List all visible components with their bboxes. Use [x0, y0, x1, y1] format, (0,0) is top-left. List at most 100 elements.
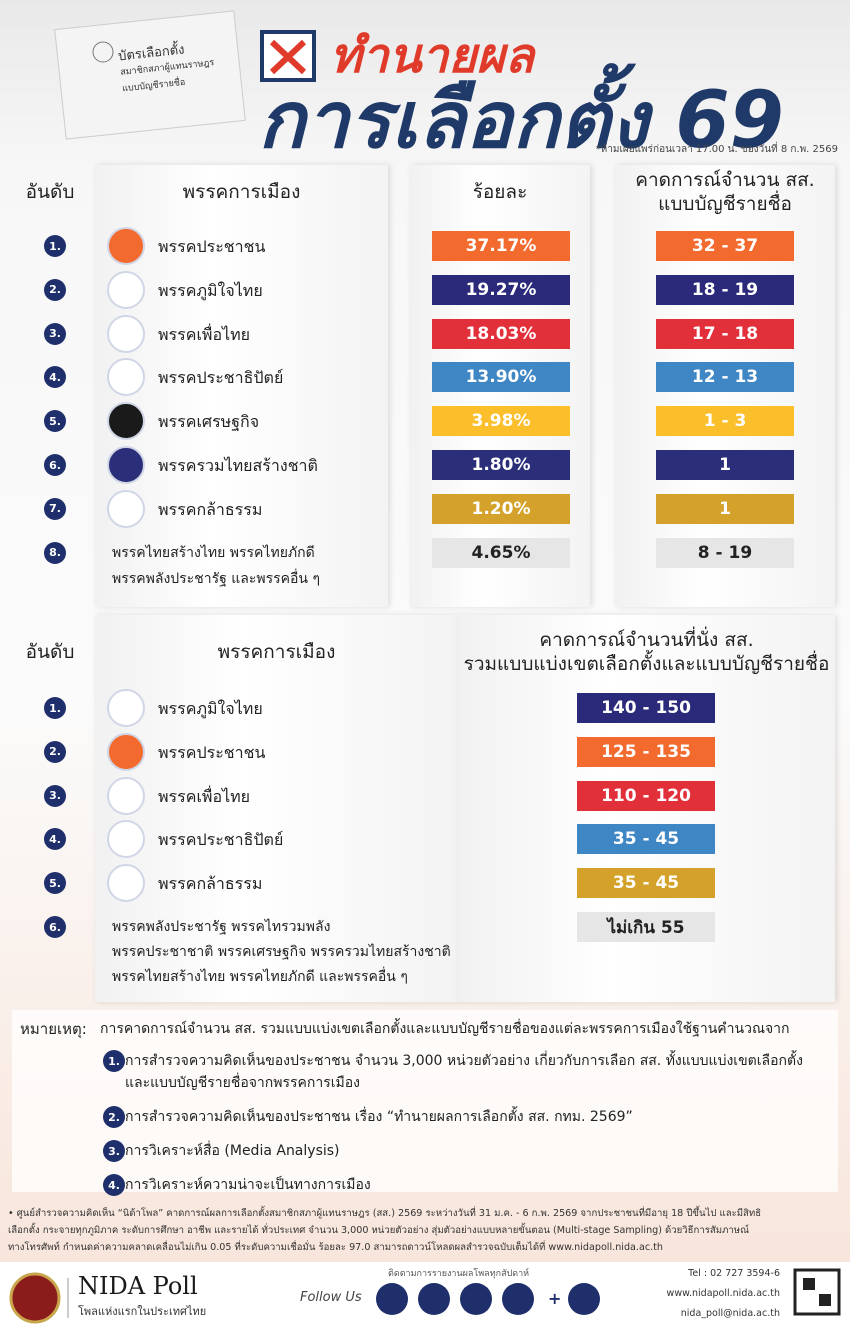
follow-note: ติดตามการรายงานผลโพลทุกสัปดาห์: [388, 1269, 530, 1279]
notes-panel: [12, 1010, 838, 1192]
contact: www.nidapoll.nida.ac.th: [666, 1288, 780, 1299]
rank: 5.: [44, 410, 66, 433]
rank: 1.: [44, 697, 66, 719]
party-name: พรรคประชาธิปัตย์: [158, 830, 284, 850]
methodology: • ศูนย์สำรวจความคิดเห็น “นิด้าโพล” คาดกา…: [8, 1208, 762, 1219]
column-header: คาดการณ์จำนวนที่นั่ง สส.: [539, 629, 754, 651]
note-text: การวิเคราะห์สื่อ (Media Analysis): [125, 1143, 340, 1159]
note-text: การสำรวจความคิดเห็นของประชาชน เรื่อง “ทำ…: [125, 1109, 633, 1125]
seats-bar: 1: [656, 450, 794, 480]
column-header: อันดับ: [25, 181, 75, 203]
party-name: พรรคภูมิใจไทย: [158, 699, 263, 718]
party-logo: [107, 489, 145, 528]
party-logo: [107, 227, 145, 265]
party-name: พรรคกล้าธรรม: [158, 499, 263, 519]
column-header: อันดับ: [25, 641, 75, 663]
seats-bar: 125 - 135: [577, 736, 715, 767]
methodology: เลือกตั้ง กระจายทุกภูมิภาค ระดับการศึกษา…: [8, 1225, 750, 1236]
party-name: พรรคประชาชาติ พรรคเศรษฐกิจ พรรครวมไทยสร้…: [112, 944, 451, 960]
plus: +: [548, 1289, 562, 1308]
party-name: พรรคพลังประชารัฐ พรรคไทรวมพลัง: [112, 919, 331, 935]
cross: [269, 39, 307, 75]
emblem: [92, 41, 114, 63]
notes-intro: การคาดการณ์จำนวน สส. รวมแบบแบ่งเขตเลือกต…: [100, 1021, 790, 1037]
seats-bar: 35 - 45: [577, 824, 715, 855]
percent-bar: 1.20%: [432, 493, 570, 524]
note-number: 3.: [103, 1140, 125, 1162]
title: การเลือกตั้ง 69: [258, 76, 784, 166]
note-text: การสำรวจความคิดเห็นของประชาชน จำนวน 3,00…: [125, 1053, 803, 1069]
tagline: โพลแห่งแรกในประเทศไทย: [78, 1305, 207, 1318]
note: *ห้ามเผยแพร่ก่อนเวลา 17.00 น. ของวันที่ …: [595, 144, 838, 155]
party-name: พรรคพลังประชารัฐ และพรรคอื่น ๆ: [112, 570, 320, 587]
rank: 2.: [44, 278, 66, 301]
note-number: 1.: [103, 1050, 125, 1072]
rank: 2.: [44, 740, 66, 763]
methodology: ทางโทรศัพท์ กำหนดค่าความคลาดเคลื่อนไม่เก…: [8, 1242, 664, 1253]
percent-bar: 37.17%: [432, 231, 570, 261]
seats-bar: 1 - 3: [656, 406, 794, 437]
party-name: พรรคกล้าธรรม: [158, 874, 263, 894]
brand: NIDA Poll: [78, 1272, 198, 1300]
party-name: พรรครวมไทยสร้างชาติ: [158, 456, 318, 475]
party-logo: [107, 776, 145, 815]
seats-bar: 12 - 13: [656, 362, 794, 393]
notes-label: หมายเหตุ:: [20, 1020, 87, 1038]
rank: 1.: [44, 235, 66, 257]
rank: 8.: [44, 541, 66, 564]
column-header: รวมแบบแบ่งเขตเลือกตั้งและแบบบัญชีรายชื่อ: [463, 653, 830, 675]
seats-bar: 110 - 120: [577, 780, 715, 811]
party-name: พรรคประชาชน: [158, 742, 266, 762]
seats-bar: 18 - 19: [656, 274, 794, 305]
seats-bar: 32 - 37: [656, 231, 794, 261]
party-logo: [107, 864, 145, 903]
panel: [95, 615, 458, 1002]
party-name: พรรคไทยสร้างไทย พรรคไทยภักดี: [112, 544, 315, 561]
ballot-card: [54, 10, 246, 140]
rank: 7.: [44, 497, 66, 520]
title: ทำนายผล: [330, 28, 535, 84]
column-header: ร้อยละ: [472, 181, 528, 203]
percent-bar: 19.27%: [432, 274, 570, 305]
percent-bar: 13.90%: [432, 362, 570, 393]
seats-bar: 140 - 150: [577, 693, 715, 723]
party-name: พรรคไทยสร้างไทย พรรคไทยภักดี และพรรคอื่น…: [112, 969, 408, 985]
party-logo: [107, 358, 145, 397]
rank: 5.: [44, 872, 66, 895]
contact: Tel : 02 727 3594-6: [688, 1268, 780, 1279]
party-logo: [107, 314, 145, 353]
percent-bar: 18.03%: [432, 318, 570, 349]
column-header: แบบบัญชีรายชื่อ: [658, 193, 792, 215]
rank: 3.: [44, 784, 66, 807]
rank: 4.: [44, 366, 66, 389]
seats-bar: ไม่เกิน 55: [577, 912, 715, 942]
party-logo: [107, 446, 145, 484]
party-logo: [107, 732, 145, 771]
contact: nida_poll@nida.ac.th: [680, 1308, 780, 1319]
rank: 6.: [44, 454, 66, 476]
party-name: พรรคภูมิใจไทย: [158, 280, 263, 300]
seats-bar: 1: [656, 493, 794, 524]
follow: Follow Us: [300, 1290, 362, 1305]
seats-bar: 8 - 19: [656, 537, 794, 568]
percent-bar: 1.80%: [432, 450, 570, 480]
rank: 6.: [44, 916, 66, 938]
qr-code: [793, 1268, 841, 1316]
note-text: การวิเคราะห์ความน่าจะเป็นทางการเมือง: [125, 1177, 371, 1193]
party-logo: [107, 270, 145, 309]
party-name: พรรคเศรษฐกิจ: [158, 412, 260, 432]
party-name: พรรคเพื่อไทย: [158, 786, 251, 806]
party-name: พรรคประชาธิปัตย์: [158, 368, 284, 388]
percent-bar: 4.65%: [432, 537, 570, 568]
seats-bar: 17 - 18: [656, 318, 794, 349]
column-header: พรรคการเมือง: [217, 641, 336, 663]
note-text: และแบบบัญชีรายชื่อจากพรรคการเมือง: [125, 1075, 361, 1091]
party-logo: [107, 402, 145, 441]
nida-logo: [9, 1272, 61, 1324]
party-logo: [107, 820, 145, 859]
column-header: คาดการณ์จำนวน สส.: [635, 169, 815, 191]
party-name: พรรคเพื่อไทย: [158, 324, 251, 344]
party-name: พรรคประชาชน: [158, 237, 266, 256]
